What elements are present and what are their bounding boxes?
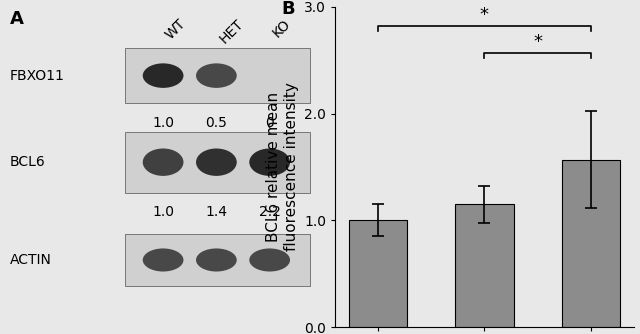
Text: FBXO11: FBXO11 [10, 68, 65, 82]
Text: HET: HET [216, 16, 246, 46]
Bar [125, 132, 310, 193]
Text: 0: 0 [266, 116, 274, 130]
Text: ACTIN: ACTIN [10, 253, 51, 267]
Bar [125, 48, 310, 103]
Ellipse shape [143, 248, 184, 272]
Text: A: A [10, 10, 24, 28]
Text: *: * [480, 6, 489, 24]
Text: *: * [533, 32, 542, 50]
Text: 2.2: 2.2 [259, 205, 280, 219]
Ellipse shape [250, 149, 290, 176]
Bar [561, 160, 620, 327]
Y-axis label: BCL6 relative mean
fluorescence intensity: BCL6 relative mean fluorescence intensit… [266, 82, 298, 252]
Text: KO: KO [269, 16, 293, 40]
Text: 1.4: 1.4 [205, 205, 227, 219]
Text: BCL6: BCL6 [10, 155, 45, 169]
Text: WT: WT [163, 16, 189, 42]
Text: B: B [282, 0, 295, 18]
Bar [455, 204, 514, 327]
Ellipse shape [143, 149, 184, 176]
Text: 0.5: 0.5 [205, 116, 227, 130]
Bar [349, 220, 407, 327]
Text: 1.0: 1.0 [152, 205, 174, 219]
Text: 1.0: 1.0 [152, 116, 174, 130]
Ellipse shape [196, 149, 237, 176]
Bar [125, 234, 310, 286]
Ellipse shape [143, 63, 184, 88]
Ellipse shape [196, 63, 237, 88]
Ellipse shape [196, 248, 237, 272]
Ellipse shape [250, 248, 290, 272]
